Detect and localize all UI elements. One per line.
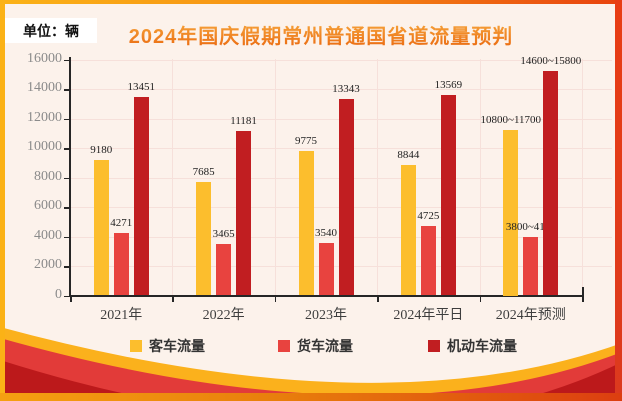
y-axis-line (69, 57, 71, 297)
data-label: 13343 (332, 82, 360, 95)
legend-swatch (130, 339, 142, 352)
y-axis-tick (64, 118, 71, 120)
frame-border-bottom (0, 393, 622, 401)
y-axis-tick (64, 236, 71, 238)
x-axis-tick (582, 295, 584, 302)
data-label: 13451 (127, 81, 155, 94)
x-axis-tick (172, 295, 174, 302)
y-tick-label: 2000 (34, 257, 62, 272)
category-label: 2024年平日 (393, 307, 464, 323)
gridline-vertical (582, 58, 583, 296)
gridline-horizontal (70, 59, 612, 61)
bar-机动车流量-2023年 (338, 98, 354, 296)
chart-title: 2024年国庆假期常州普通国省道流量预判 (60, 20, 582, 49)
y-axis-tick (64, 207, 71, 209)
y-axis-tick (64, 266, 71, 268)
y-tick-label: 16000 (27, 50, 62, 66)
x-axis-tick (479, 295, 482, 302)
data-label: 8844 (397, 149, 420, 162)
unit-label-box: 单位：辆 (5, 18, 97, 43)
unit-label: 单位：辆 (23, 24, 79, 40)
category-label: 2023年 (305, 307, 347, 323)
data-label: 11181 (230, 114, 257, 127)
bar-客车流量-2023年 (298, 151, 314, 296)
y-tick-label: 8000 (34, 168, 62, 184)
data-label: 4271 (110, 216, 133, 229)
legend-item-机动车流量: 机动车流量 (428, 338, 517, 355)
bar-客车流量-2021年 (93, 160, 109, 296)
data-label: 14600~15800 (520, 55, 582, 68)
wave-red-band (0, 338, 622, 401)
data-label: 3800~4100 (505, 221, 556, 234)
legend-swatch (428, 339, 440, 352)
gridline-horizontal (70, 89, 612, 90)
data-label: 4725 (417, 209, 440, 222)
y-tick-label: 10000 (27, 139, 62, 154)
bar-货车流量-2024年预测 (523, 237, 539, 296)
gridline-vertical (274, 58, 276, 296)
legend-label: 机动车流量 (447, 339, 517, 355)
x-axis-end-tick (582, 286, 584, 295)
bar-机动车流量-2021年 (133, 97, 149, 296)
data-label: 13569 (434, 79, 463, 92)
gridline-vertical (479, 58, 481, 296)
frame-border-right (615, 0, 622, 401)
data-label: 10800~11700 (480, 113, 542, 126)
gridline-vertical (377, 58, 379, 296)
y-tick-label: 0 (55, 286, 62, 302)
bar-机动车流量-2024年预测 (543, 71, 559, 296)
category-label: 2021年 (100, 307, 143, 323)
y-axis-tick (64, 89, 71, 91)
y-axis-tick (64, 177, 71, 179)
data-label: 3540 (315, 227, 337, 240)
bar-机动车流量-2024年平日 (440, 95, 456, 296)
data-label: 3465 (212, 228, 235, 241)
bar-客车流量-2024年预测 (503, 129, 519, 296)
legend-swatch (278, 339, 290, 352)
y-tick-label: 6000 (34, 198, 62, 213)
bar-机动车流量-2022年 (236, 130, 252, 296)
legend-item-货车流量: 货车流量 (278, 338, 353, 355)
y-axis-tick (64, 59, 71, 61)
frame-border-left (0, 0, 5, 401)
bar-货车流量-2022年 (216, 244, 232, 296)
frame-border-top (0, 0, 622, 4)
bar-货车流量-2024年平日 (420, 225, 436, 296)
data-label: 9775 (295, 135, 317, 148)
category-label: 2024年预测 (495, 307, 566, 323)
y-tick-label: 14000 (27, 80, 62, 95)
gridline-vertical (172, 58, 174, 296)
x-axis-tick (377, 295, 379, 302)
legend-label: 货车流量 (297, 339, 353, 355)
bar-客车流量-2022年 (196, 182, 212, 296)
y-axis-tick (64, 148, 71, 150)
legend-item-客车流量: 客车流量 (130, 338, 205, 355)
y-axis-tick (64, 295, 71, 297)
y-tick-label: 12000 (27, 109, 62, 125)
category-label: 2022年 (202, 307, 245, 323)
y-tick-label: 4000 (34, 227, 62, 243)
data-label: 9180 (90, 144, 113, 157)
data-label: 7685 (192, 166, 215, 179)
x-axis-tick (70, 295, 72, 302)
bar-货车流量-2023年 (318, 243, 334, 296)
x-axis-tick (274, 295, 277, 302)
bar-客车流量-2024年平日 (400, 165, 416, 296)
x-axis-line (69, 294, 584, 297)
bar-货车流量-2021年 (113, 232, 129, 296)
legend-label: 客车流量 (149, 339, 205, 355)
